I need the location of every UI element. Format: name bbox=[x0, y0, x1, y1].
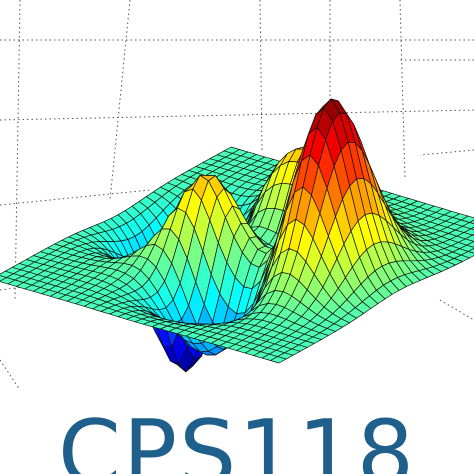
grid-line bbox=[259, 0, 263, 151]
surface-patch bbox=[466, 241, 474, 248]
surface-patch bbox=[270, 356, 287, 364]
surface-patch bbox=[470, 226, 474, 231]
grid-line bbox=[0, 359, 21, 391]
course-logo-text: CPS118 bbox=[57, 404, 417, 474]
surface-patch bbox=[0, 275, 7, 282]
surface-patch bbox=[469, 219, 474, 225]
grid-line bbox=[419, 149, 474, 156]
grid-line bbox=[439, 299, 474, 321]
grid-line bbox=[14, 0, 21, 301]
grid-line bbox=[109, 0, 131, 201]
peaks-surface bbox=[0, 98, 474, 373]
grid-line bbox=[399, 0, 406, 181]
surface-patch bbox=[467, 248, 474, 254]
grid-line bbox=[0, 109, 474, 121]
grid-line bbox=[0, 189, 151, 206]
